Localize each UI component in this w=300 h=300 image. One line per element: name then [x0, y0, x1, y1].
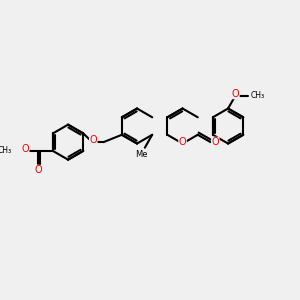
Text: CH₃: CH₃	[250, 91, 264, 100]
Text: CH₃: CH₃	[0, 146, 11, 155]
Text: O: O	[179, 137, 186, 147]
Text: Me: Me	[135, 151, 147, 160]
Text: O: O	[34, 165, 42, 175]
Text: O: O	[89, 135, 97, 145]
Text: O: O	[212, 137, 219, 147]
Text: O: O	[232, 89, 239, 99]
Text: O: O	[21, 144, 29, 154]
